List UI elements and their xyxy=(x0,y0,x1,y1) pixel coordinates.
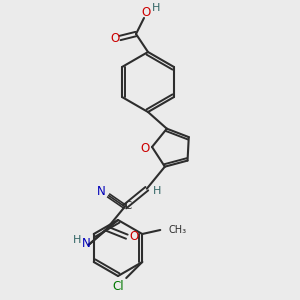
Text: H: H xyxy=(152,3,160,13)
Text: C: C xyxy=(124,201,131,211)
Text: N: N xyxy=(82,237,90,250)
Text: O: O xyxy=(129,230,139,243)
Text: N: N xyxy=(97,185,105,198)
Text: H: H xyxy=(153,186,161,196)
Text: O: O xyxy=(141,5,151,19)
Text: CH₃: CH₃ xyxy=(168,225,186,235)
Text: Cl: Cl xyxy=(112,280,124,292)
Text: O: O xyxy=(110,32,120,44)
Text: O: O xyxy=(140,142,150,155)
Text: H: H xyxy=(73,235,81,245)
